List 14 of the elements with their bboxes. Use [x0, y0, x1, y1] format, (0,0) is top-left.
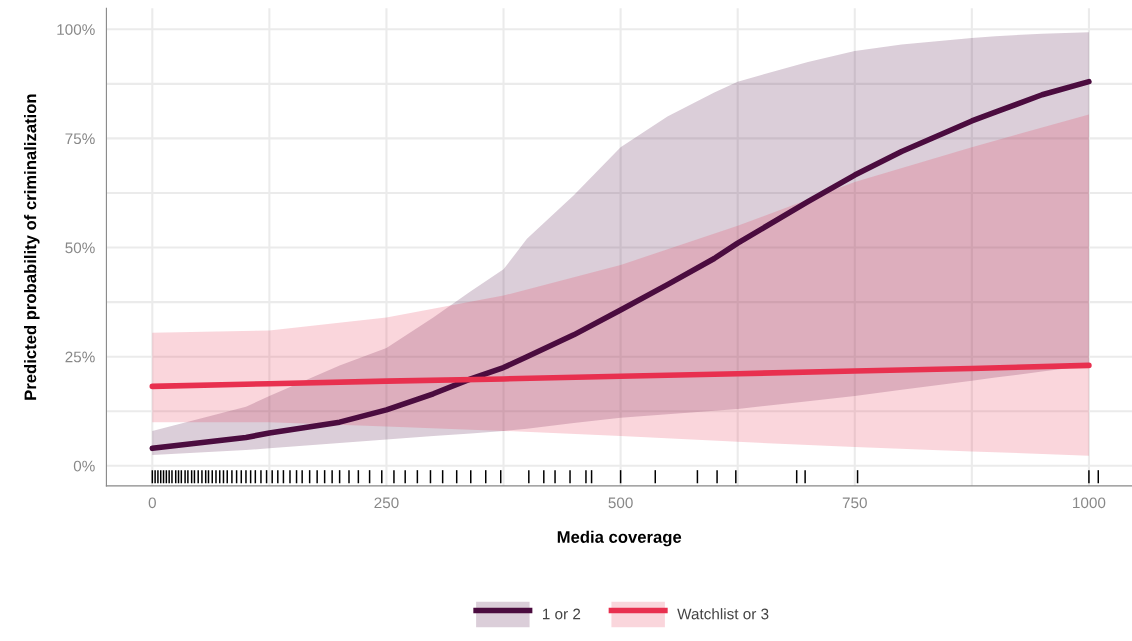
y-tick-label: 100% — [57, 24, 95, 35]
x-tick-label: 750 — [842, 497, 867, 509]
y-axis-title: Predicted probability of criminalization — [24, 94, 40, 400]
y-tick-label: 75% — [65, 133, 95, 145]
x-tick-label: 250 — [374, 497, 399, 509]
y-tick-label: 0% — [73, 460, 95, 472]
y-tick-label: 25% — [65, 351, 95, 363]
x-tick-label: 1000 — [1073, 497, 1106, 509]
x-axis-title: Media coverage — [557, 530, 682, 547]
x-tick-label: 500 — [608, 497, 633, 509]
x-tick-label: 0 — [148, 497, 156, 509]
legend-label: 1 or 2 — [542, 608, 581, 620]
legend-label: Watchlist or 3 — [677, 608, 769, 620]
y-tick-label: 50% — [65, 242, 95, 254]
